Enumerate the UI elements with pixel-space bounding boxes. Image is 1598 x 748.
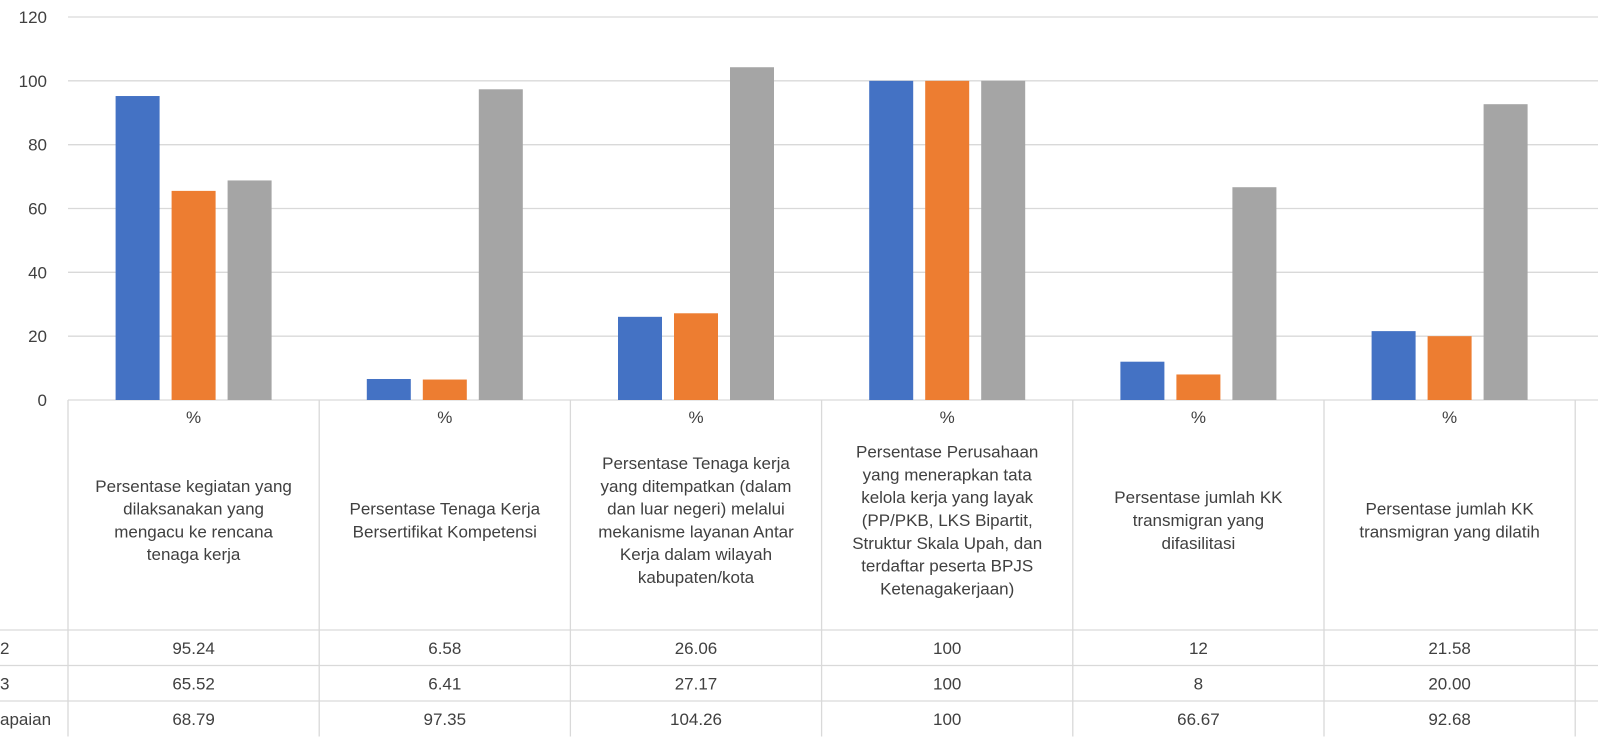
category-label: Persentase jumlah KK: [1114, 488, 1283, 507]
y-tick-label: 40: [28, 263, 47, 282]
unit-label: %: [1191, 408, 1206, 427]
category-label: Persentase kegiatan yang: [95, 477, 292, 496]
category-label: Struktur Skala Upah, dan: [852, 534, 1042, 553]
unit-label: %: [186, 408, 201, 427]
category-label: Persentase Tenaga Kerja: [349, 500, 540, 519]
category-label: dilaksanakan yang: [123, 500, 264, 519]
category-label: difasilitasi: [1162, 534, 1236, 553]
bar-apaian-5: [1483, 104, 1528, 400]
data-value: 6.58: [428, 639, 461, 658]
bar-2-4: [1120, 361, 1165, 400]
bar-3-2: [674, 313, 718, 400]
category-label: kabupaten/kota: [638, 568, 755, 587]
bar-2-3: [869, 80, 914, 400]
category-label: dan luar negeri) melalui: [607, 500, 785, 519]
bar-3-4: [1176, 374, 1221, 400]
data-value: 27.17: [675, 674, 718, 693]
category-label: (PP/PKB, LKS Bipartit,: [862, 511, 1033, 530]
bar-apaian-3: [981, 80, 1026, 400]
data-value: 6.41: [428, 674, 461, 693]
bar-3-0: [171, 190, 216, 400]
bar-2-2: [618, 316, 662, 400]
unit-label: %: [940, 408, 955, 427]
data-value: 20.00: [1428, 674, 1471, 693]
series-name-2: apaian: [0, 710, 51, 729]
bar-apaian-1: [478, 89, 523, 400]
bar-3-3: [925, 80, 970, 400]
bar-2-1: [366, 378, 411, 400]
data-value: 100: [933, 674, 961, 693]
data-value: 68.79: [172, 710, 215, 729]
y-tick-label: 0: [38, 391, 47, 410]
y-tick-label: 80: [28, 136, 47, 155]
category-label: terdaftar peserta BPJS: [861, 557, 1033, 576]
data-value: 26.06: [675, 639, 718, 658]
series-name-1: 3: [0, 674, 9, 693]
y-tick-label: 60: [28, 200, 47, 219]
category-label: transmigran yang: [1133, 511, 1264, 530]
category-label: Persentase Perusahaan: [856, 443, 1038, 462]
category-label: Persentase Tenaga kerja: [602, 454, 790, 473]
category-label: transmigran yang dilatih: [1359, 522, 1539, 541]
category-label: kelola kerja yang layak: [861, 488, 1033, 507]
y-tick-label: 100: [19, 72, 47, 91]
data-value: 92.68: [1428, 710, 1471, 729]
data-value: 21.58: [1428, 639, 1471, 658]
category-label: yang ditempatkan (dalam: [601, 477, 792, 496]
data-value: 104.26: [670, 710, 722, 729]
bar-2-0: [115, 96, 160, 400]
data-value: 95.24: [172, 639, 215, 658]
category-label: mengacu ke rencana: [114, 522, 273, 541]
category-label: Ketenagakerjaan): [880, 579, 1014, 598]
series-name-0: 2: [0, 639, 9, 658]
unit-label: %: [688, 408, 703, 427]
category-label: tenaga kerja: [147, 545, 241, 564]
data-value: 8: [1194, 674, 1203, 693]
data-value: 65.52: [172, 674, 215, 693]
y-tick-label: 120: [19, 8, 47, 27]
bar-apaian-0: [227, 180, 272, 400]
bar-3-1: [422, 379, 467, 400]
data-value: 12: [1189, 639, 1208, 658]
data-value: 66.67: [1177, 710, 1220, 729]
bar-apaian-4: [1232, 187, 1277, 400]
y-tick-label: 20: [28, 327, 47, 346]
category-label: mekanisme layanan Antar: [598, 522, 794, 541]
bar-3-5: [1427, 336, 1472, 400]
data-value: 97.35: [424, 710, 467, 729]
unit-label: %: [437, 408, 452, 427]
category-label: yang menerapkan tata: [863, 465, 1033, 484]
data-value: 100: [933, 639, 961, 658]
category-label: Bersertifikat Kompetensi: [353, 522, 537, 541]
unit-label: %: [1442, 408, 1457, 427]
bar-2-5: [1371, 331, 1416, 400]
category-label: Kerja dalam wilayah: [620, 545, 772, 564]
bar-apaian-2: [730, 67, 774, 401]
data-value: 100: [933, 710, 961, 729]
category-label: Persentase jumlah KK: [1365, 500, 1534, 519]
